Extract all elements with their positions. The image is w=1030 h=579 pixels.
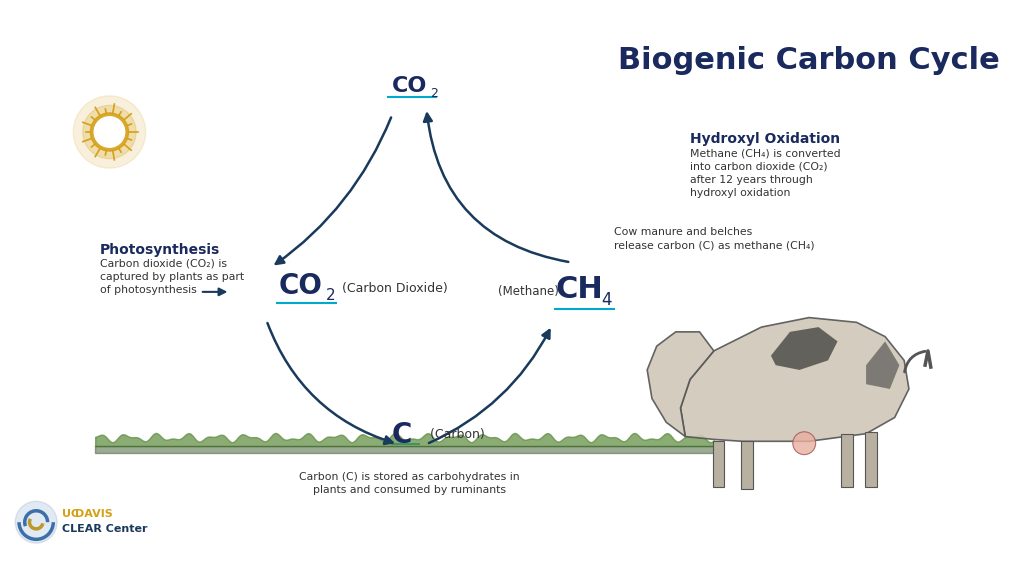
Circle shape: [91, 113, 129, 151]
Text: 2: 2: [431, 87, 438, 100]
Text: Carbon (C) is stored as carbohydrates in
plants and consumed by ruminants: Carbon (C) is stored as carbohydrates in…: [299, 472, 519, 495]
FancyArrowPatch shape: [904, 351, 925, 372]
Circle shape: [793, 432, 816, 455]
Text: CO: CO: [279, 272, 322, 300]
Bar: [865, 432, 877, 487]
Circle shape: [94, 117, 125, 147]
Text: Photosynthesis: Photosynthesis: [100, 243, 220, 257]
Text: (Carbon): (Carbon): [426, 428, 485, 441]
Text: (Carbon Dioxide): (Carbon Dioxide): [338, 281, 448, 295]
Text: CLEAR Center: CLEAR Center: [62, 524, 147, 534]
Text: Carbon dioxide (CO₂) is
captured by plants as part
of photosynthesis: Carbon dioxide (CO₂) is captured by plan…: [100, 259, 244, 295]
Text: (Methane): (Methane): [497, 285, 558, 298]
Bar: [842, 434, 853, 487]
Polygon shape: [866, 342, 899, 389]
Text: C: C: [391, 420, 412, 449]
Text: 2: 2: [325, 288, 335, 303]
Text: CH: CH: [556, 274, 604, 303]
Text: Cow manure and belches
release carbon (C) as methane (CH₄): Cow manure and belches release carbon (C…: [614, 227, 815, 250]
Text: UC: UC: [62, 508, 79, 519]
Circle shape: [82, 105, 136, 159]
Circle shape: [15, 501, 57, 543]
Polygon shape: [681, 317, 908, 441]
Text: DAVIS: DAVIS: [75, 508, 113, 519]
Bar: [742, 441, 753, 489]
Text: 4: 4: [602, 291, 612, 309]
Circle shape: [73, 96, 145, 168]
Text: Methane (CH₄) is converted
into carbon dioxide (CO₂)
after 12 years through
hydr: Methane (CH₄) is converted into carbon d…: [690, 148, 840, 198]
Circle shape: [91, 113, 128, 151]
Circle shape: [93, 115, 127, 149]
Bar: [713, 441, 724, 487]
Text: Hydroxyl Oxidation: Hydroxyl Oxidation: [690, 132, 840, 146]
Polygon shape: [770, 327, 837, 370]
Polygon shape: [647, 332, 714, 437]
Text: Biogenic Carbon Cycle: Biogenic Carbon Cycle: [618, 46, 1000, 75]
Text: CO: CO: [391, 76, 427, 96]
